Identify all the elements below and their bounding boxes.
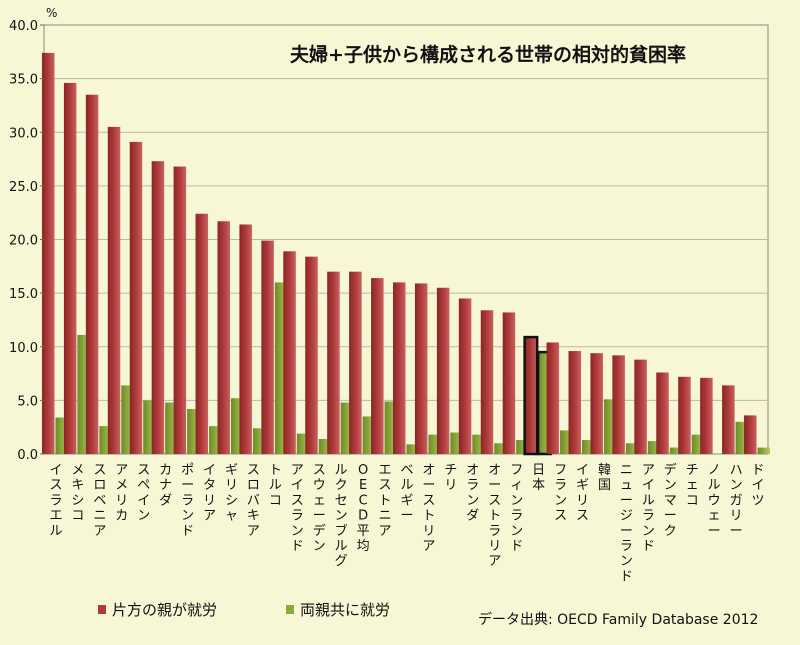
- bar-one-parent-working: [63, 82, 77, 454]
- bar-one-parent-working: [458, 298, 472, 454]
- bar-one-parent-working: [261, 240, 274, 454]
- bar-one-parent-working: [107, 126, 121, 454]
- bar-both-parents-working: [625, 443, 639, 454]
- category-label: スペイン: [137, 463, 150, 524]
- bar-one-parent-working: [393, 282, 406, 454]
- bar-one-parent-working: [656, 372, 669, 454]
- category-label: フランス: [554, 463, 567, 524]
- category-label: アメリカ: [115, 463, 128, 524]
- y-tick-label: 10.0: [9, 341, 38, 356]
- category-label: フィンランド: [510, 463, 523, 554]
- bar-one-parent-working: [590, 353, 603, 454]
- bar-both-parents-working: [757, 447, 771, 454]
- bar-one-parent-working: [523, 335, 539, 456]
- bar-one-parent-working: [414, 283, 428, 454]
- bar-one-parent-working: [546, 342, 560, 454]
- y-axis: 0.0 5.0 10.0 15.0 20.0 25.0 30.0 35.0 40.0: [9, 19, 44, 463]
- category-label: オランダ: [466, 463, 479, 524]
- legend-swatch-series-1: [98, 605, 106, 614]
- category-label: ニュージーランド: [620, 463, 633, 584]
- category-label: ベルギー: [400, 463, 413, 524]
- category-label: イスラエル: [49, 463, 62, 539]
- category-label: オーストラリア: [488, 463, 501, 569]
- bar-one-parent-working: [436, 287, 450, 454]
- category-label: イギリス: [576, 463, 589, 524]
- category-label: チェコ: [686, 463, 699, 508]
- bar-one-parent-working: [327, 271, 340, 454]
- y-tick-label: 15.0: [9, 287, 38, 302]
- x-axis-labels: イスラエルメキシコスロベニアアメリカスペインカナダポーランドイタリアギリシャスロ…: [49, 462, 764, 584]
- bar-one-parent-working: [502, 312, 516, 454]
- category-label: スウェーデン: [313, 463, 326, 554]
- category-label: O E C D 平均: [357, 463, 370, 554]
- bar-one-parent-working: [634, 359, 647, 454]
- bar-one-parent-working: [305, 256, 318, 454]
- y-tick-label: 20.0: [9, 234, 38, 249]
- bar-both-parents-working: [669, 447, 683, 454]
- y-tick-label: 25.0: [9, 180, 38, 195]
- bar-one-parent-working: [371, 278, 384, 454]
- bars: [41, 52, 771, 456]
- source-note: データ出典: OECD Family Database 2012: [478, 611, 758, 628]
- y-tick-label: 5.0: [17, 394, 38, 409]
- chart-title: 夫婦+子供から構成される世帯の相対的貧困率: [290, 43, 686, 66]
- y-tick-label: 40.0: [9, 19, 38, 34]
- legend-swatch-series-2: [286, 605, 294, 614]
- bar-one-parent-working: [283, 251, 296, 454]
- bar-one-parent-working: [480, 310, 494, 454]
- bar-one-parent-working: [195, 213, 209, 454]
- category-label: チリ: [444, 463, 457, 493]
- legend-item-series-2: 両親共に就労: [286, 601, 390, 619]
- legend-item-series-1: 片方の親が就労: [98, 601, 217, 619]
- category-label: スロバキア: [247, 463, 260, 539]
- category-label: カナダ: [159, 463, 172, 508]
- grid-lines: [44, 78, 768, 401]
- category-label: ノルウェー: [708, 463, 721, 539]
- category-label: ギリシャ: [225, 463, 238, 524]
- category-label: デンマーク: [664, 462, 677, 539]
- bar-one-parent-working: [41, 52, 55, 454]
- category-label: スロベニア: [93, 463, 106, 539]
- bar-one-parent-working: [85, 94, 99, 455]
- y-axis-unit: %: [46, 6, 57, 20]
- bar-one-parent-working: [151, 161, 165, 454]
- bar-one-parent-working: [612, 355, 625, 454]
- bar-one-parent-working: [239, 224, 252, 454]
- category-label: アイルランド: [642, 463, 655, 554]
- bar-one-parent-working: [173, 166, 187, 454]
- category-label: ルクセンブルグ: [335, 463, 348, 569]
- category-label: ドイツ: [752, 463, 765, 508]
- legend-label-series-1: 片方の親が就労: [112, 601, 217, 619]
- y-tick-label: 0.0: [17, 448, 38, 463]
- category-label: ハンガリー: [730, 463, 743, 539]
- bar-one-parent-working: [129, 141, 143, 454]
- category-label: 韓国: [598, 463, 611, 493]
- bar-one-parent-working: [744, 415, 757, 454]
- category-label: 日本: [532, 463, 545, 493]
- bar-one-parent-working: [700, 377, 713, 454]
- bar-one-parent-working: [568, 351, 582, 454]
- legend-label-series-2: 両親共に就労: [300, 601, 390, 619]
- y-tick-label: 30.0: [9, 126, 38, 141]
- bar-both-parents-working: [494, 443, 507, 454]
- category-label: エストニア: [379, 463, 392, 539]
- category-label: イタリア: [203, 463, 216, 524]
- category-label: ポーランド: [181, 463, 194, 539]
- category-label: トルコ: [269, 463, 282, 508]
- category-label: オーストリア: [422, 463, 435, 554]
- category-label: メキシコ: [71, 463, 84, 524]
- bar-one-parent-working: [217, 221, 230, 454]
- bar-one-parent-working: [349, 271, 362, 454]
- legend: 片方の親が就労 両親共に就労: [98, 601, 390, 619]
- bar-both-parents-working: [406, 444, 419, 454]
- bar-one-parent-working: [678, 376, 691, 454]
- y-tick-label: 35.0: [9, 73, 38, 88]
- bar-one-parent-working: [722, 385, 735, 454]
- category-label: アイスランド: [291, 463, 304, 554]
